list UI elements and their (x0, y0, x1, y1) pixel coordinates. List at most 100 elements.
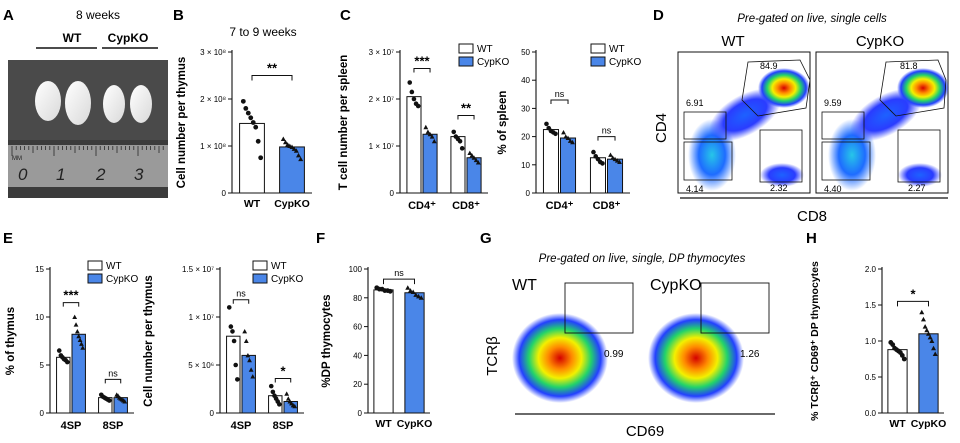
significance-bracket (251, 75, 293, 81)
y-tick-label: 0.0 (865, 409, 877, 418)
y-tick-label: 1 × 10⁸ (200, 142, 226, 151)
gate-value: 6.91 (686, 98, 704, 108)
data-point (423, 124, 429, 130)
y-tick-label: 3 × 10⁷ (369, 48, 394, 57)
significance-label: ns (108, 368, 118, 378)
x-tick-label: 8SP (273, 420, 294, 432)
significance-bracket (457, 114, 475, 120)
y-tick-label: 50 (521, 48, 530, 57)
data-point (280, 136, 286, 141)
data-point (415, 103, 421, 109)
data-point (270, 389, 276, 395)
legend-swatch (87, 260, 103, 271)
panel-d-title: Pre-gated on live, single cells (737, 13, 887, 25)
ruler-label: 2 (95, 165, 106, 184)
y-tick-label: 1 × 10⁷ (369, 142, 394, 151)
ruler-ticks (11, 146, 164, 156)
ruler (8, 145, 168, 187)
x-tick-label: 4SP (61, 420, 82, 432)
thymus-lobe (103, 85, 125, 123)
y-tick-label: 1.5 × 10⁷ (182, 265, 214, 274)
data-point (429, 134, 435, 139)
data-point (285, 396, 291, 401)
panel-letter: F (316, 230, 325, 247)
legend-swatch (252, 273, 268, 284)
significance-label: ** (461, 100, 472, 115)
gate-value: 81.8 (900, 61, 918, 71)
legend-label: CypKO (477, 57, 509, 68)
data-point (931, 345, 937, 351)
y-tick-label: 60 (353, 323, 362, 332)
gate-value: 2.27 (908, 183, 926, 193)
panel-a: A 8 weeks WT CypKO MM 0 1 2 3 (3, 7, 168, 198)
significance-bracket (62, 302, 80, 307)
significance-label: ns (555, 89, 565, 99)
y-axis-label: TCRβ (484, 336, 501, 376)
data-point (247, 357, 252, 363)
data-point (235, 377, 240, 382)
y-axis-label: Cell number per thymus (143, 275, 155, 407)
ruler-label: 3 (134, 165, 144, 184)
significance-bracket (550, 99, 569, 104)
x-tick-label: WT (375, 418, 392, 430)
data-point (563, 134, 569, 139)
data-point (80, 345, 86, 350)
bar (404, 292, 425, 414)
legend-label: CypKO (106, 274, 138, 285)
data-point (230, 329, 235, 334)
chart-b: B 7 to 9 weeks 0 1 × 10⁸ 2 × 10⁸ 3 × 10⁸ Cell … (173, 7, 312, 210)
y-tick-label: 0 (210, 409, 215, 418)
y-tick-label: 3 × 10⁸ (200, 48, 226, 57)
x-tick-label: CypKO (911, 418, 947, 430)
significance-bracket (383, 278, 415, 285)
legend-swatch (252, 260, 268, 271)
wt-label: WT (721, 33, 744, 50)
data-point (258, 155, 264, 161)
flow-plot-cypko: 81.8 9.59 4.40 2.27 (815, 51, 949, 194)
y-tick-label: 100 (349, 265, 363, 274)
data-point (77, 337, 83, 343)
panel-letter: G (480, 230, 492, 247)
significance-label: ns (394, 268, 404, 278)
y-tick-label: 40 (353, 351, 362, 360)
panel-g: G Pre-gated on live, single, DP thymocyt… (480, 230, 778, 440)
data-point (79, 341, 84, 346)
data-point (473, 157, 479, 163)
data-point (228, 324, 234, 329)
legend-label: CypKO (609, 57, 641, 68)
bar (241, 354, 256, 414)
y-tick-label: 10 (35, 313, 44, 322)
x-tick-label: WT (889, 418, 906, 430)
x-tick-label: CD4⁺ (546, 200, 574, 212)
data-point (248, 115, 254, 121)
data-point (243, 106, 249, 111)
x-axis-label: CD69 (626, 423, 664, 440)
panel-g-title: Pre-gated on live, single, DP thymocytes (539, 253, 746, 265)
data-point (929, 338, 935, 343)
bar (607, 158, 624, 194)
legend-label: CypKO (271, 274, 303, 285)
data-point (268, 383, 274, 389)
legend-swatch (87, 273, 103, 284)
data-point (226, 305, 232, 310)
y-axis-label: Cell number per thymus (176, 57, 188, 189)
data-point (608, 152, 613, 157)
y-tick-label: 80 (353, 294, 362, 303)
y-tick-label: 30 (521, 104, 530, 113)
data-point (250, 120, 256, 125)
data-point (418, 295, 424, 300)
legend-swatch (458, 56, 474, 67)
x-tick-label: WT (244, 198, 261, 210)
data-point (544, 121, 549, 127)
chart-title: 7 to 9 weeks (229, 25, 296, 39)
y-axis-label: % of thymus (5, 307, 17, 375)
data-point (65, 359, 70, 365)
data-point (922, 324, 928, 329)
data-point (600, 161, 605, 166)
significance-bracket (232, 299, 250, 304)
y-tick-label: 5 × 10⁶ (188, 361, 214, 370)
bar (56, 356, 71, 414)
y-axis-label: CD4 (653, 113, 670, 143)
significance-label: *** (63, 288, 79, 303)
significance-label: *** (414, 53, 430, 68)
